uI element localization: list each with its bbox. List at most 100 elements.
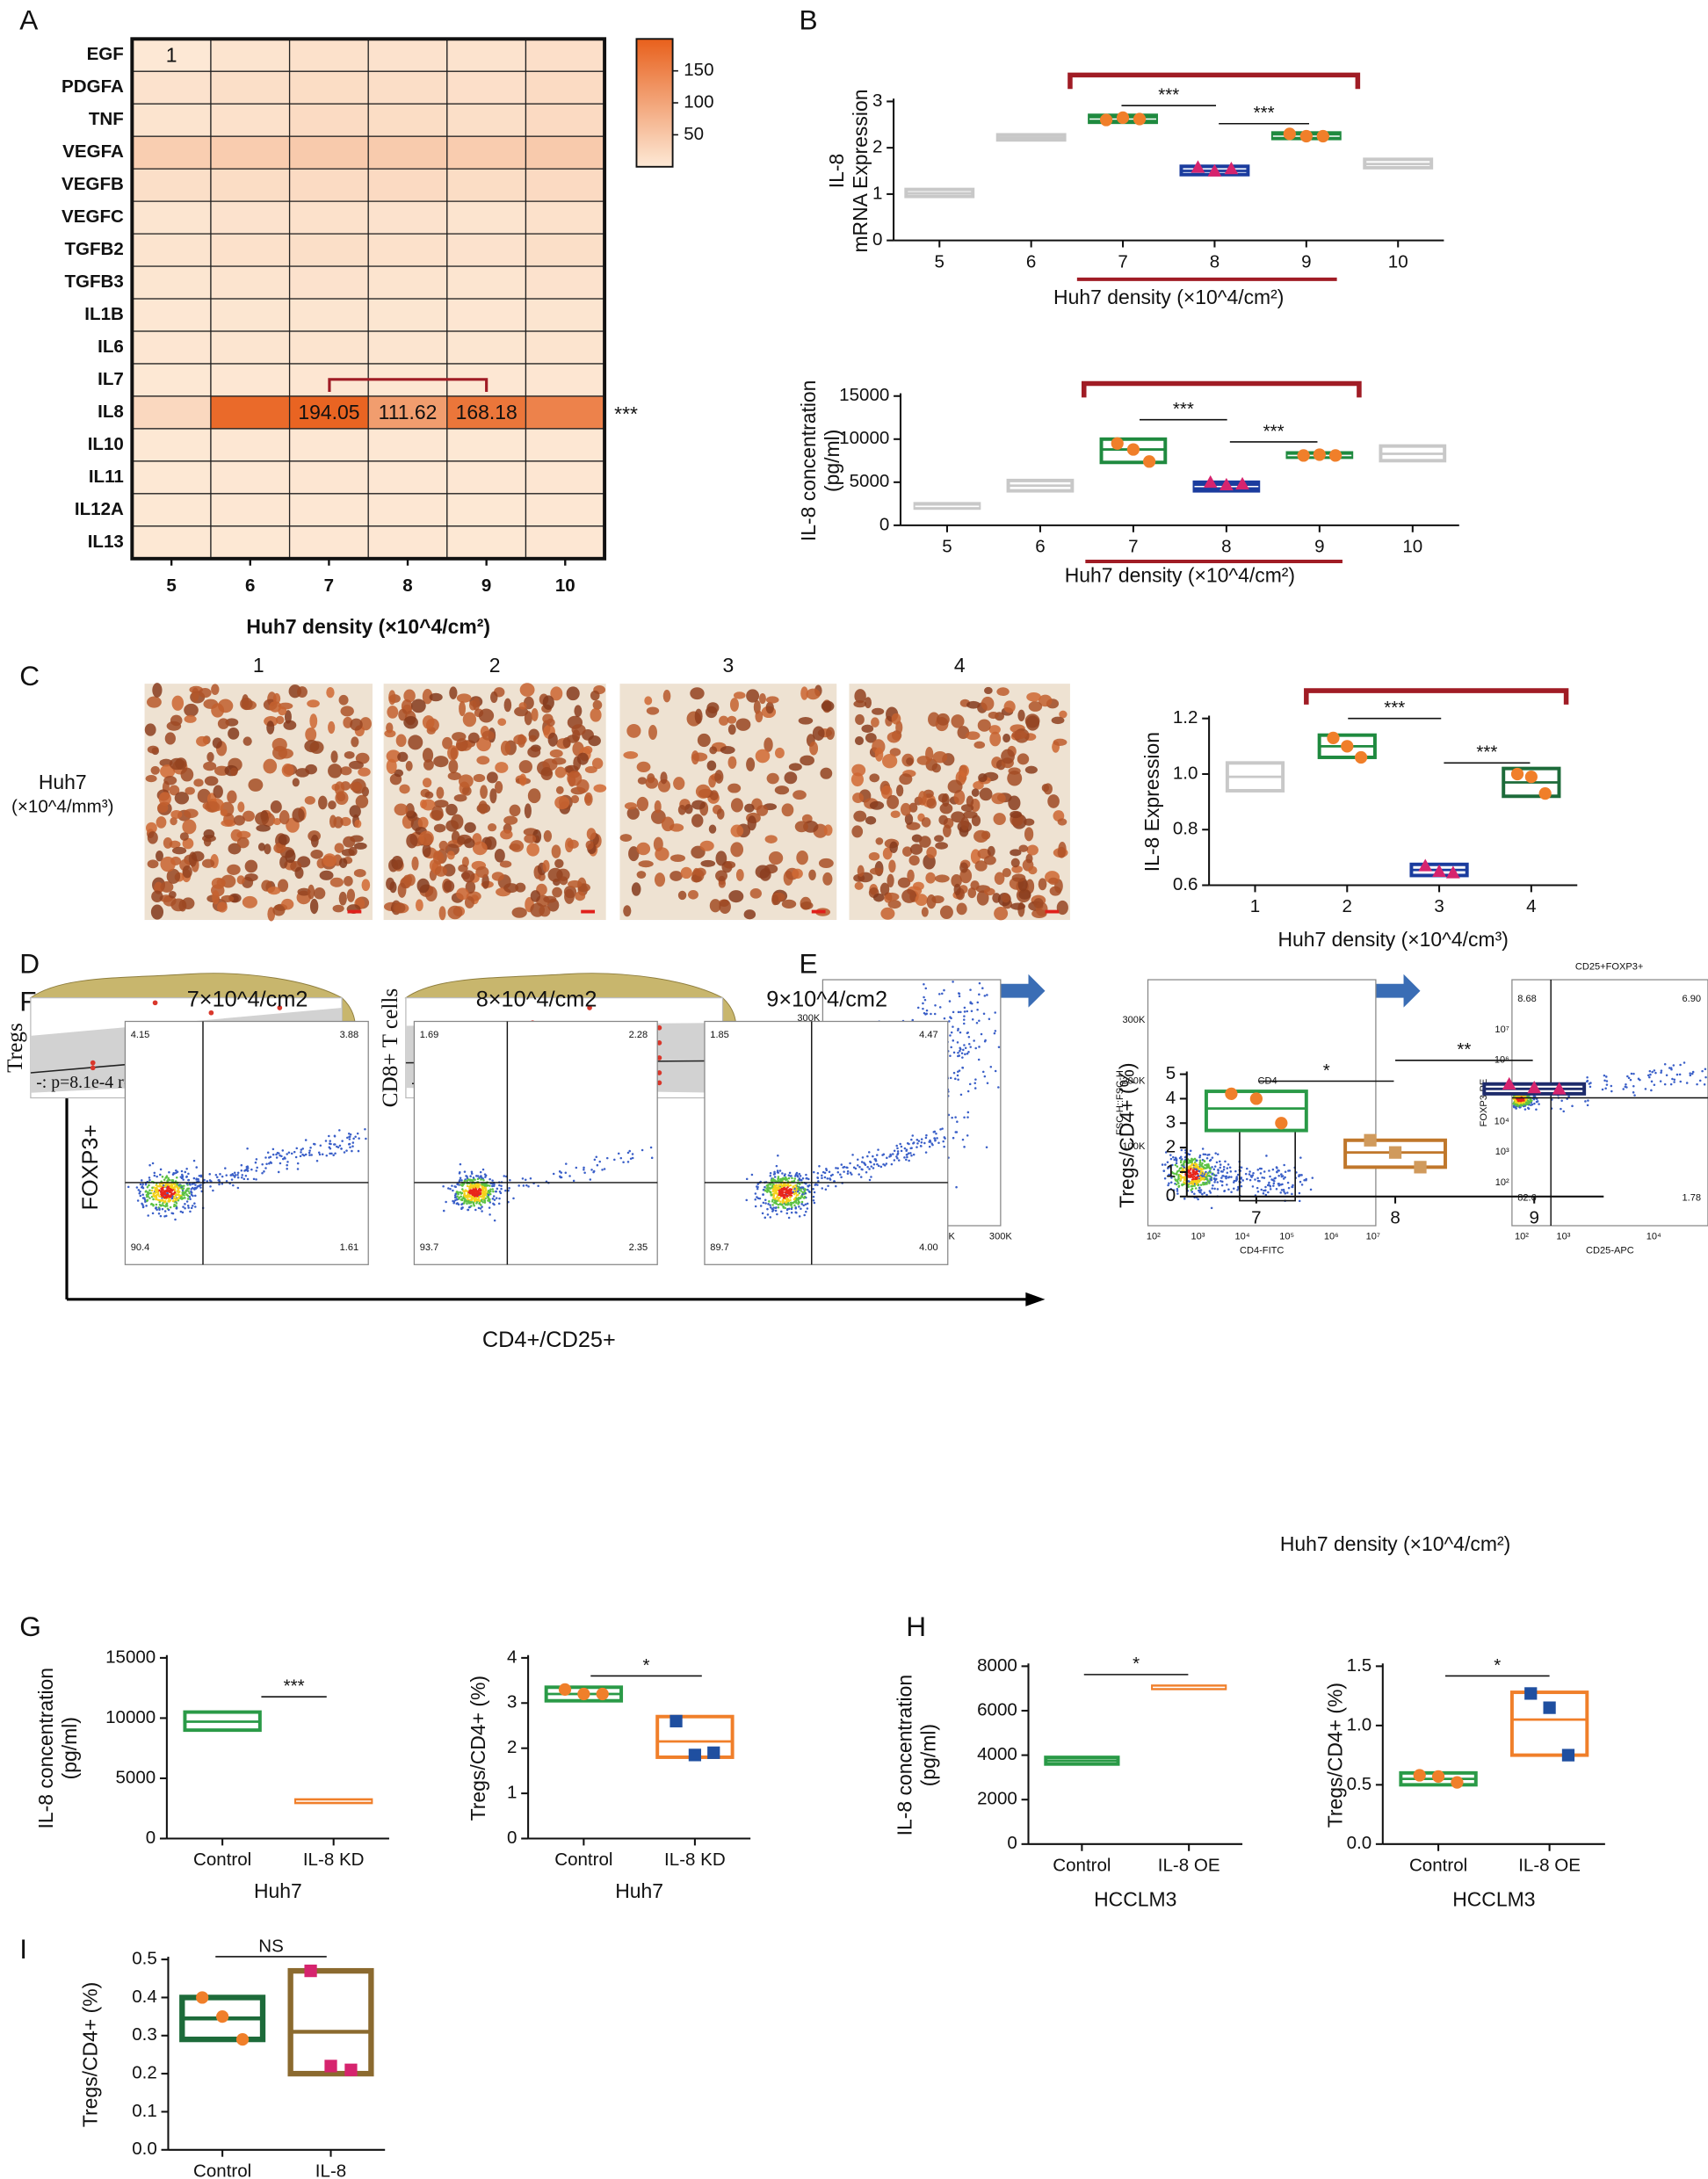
event-dot (1192, 1184, 1195, 1186)
event-dot (1162, 1163, 1164, 1166)
event-dot (445, 1201, 447, 1204)
event-dot (762, 1213, 764, 1215)
event-dot (1222, 1175, 1225, 1177)
event-dot (185, 1191, 187, 1194)
x-tick-label: 5 (935, 251, 944, 271)
cell-nucleus (285, 850, 295, 863)
cell-nucleus (556, 786, 564, 794)
cell-nucleus (206, 752, 214, 762)
heatmap-cell (290, 201, 369, 234)
event-dot (237, 1187, 240, 1190)
event-dot (148, 1164, 151, 1167)
event-dot (910, 1155, 913, 1157)
event-dot (358, 1137, 360, 1140)
cell-nucleus (638, 860, 653, 867)
event-dot (1673, 1081, 1675, 1083)
cell-nucleus (192, 851, 205, 862)
cell-nucleus (855, 714, 865, 725)
event-dot (481, 1199, 483, 1202)
cell-nucleus (1026, 716, 1039, 731)
event-dot (1527, 1107, 1530, 1110)
cell-nucleus (180, 832, 189, 841)
event-dot (922, 1003, 924, 1005)
cell-nucleus (935, 842, 948, 850)
event-dot (923, 996, 925, 999)
cell-nucleus (221, 809, 228, 816)
event-dot (862, 1156, 865, 1159)
cell-nucleus (730, 698, 739, 712)
event-dot (1676, 1074, 1679, 1076)
heatmap-cell (211, 266, 290, 299)
event-dot (241, 1176, 243, 1179)
cell-nucleus (1008, 796, 1020, 811)
event-dot (805, 1204, 807, 1206)
cell-nucleus (293, 778, 300, 786)
event-dot (147, 1199, 149, 1202)
cell-label: 1 (166, 43, 177, 66)
event-dot (460, 1176, 462, 1179)
event-dot (771, 1179, 773, 1182)
significance: *** (1384, 698, 1405, 718)
event-dot (1175, 1157, 1177, 1160)
cell-nucleus (244, 873, 257, 881)
event-dot (517, 1184, 520, 1187)
event-dot (986, 1147, 988, 1149)
event-dot (903, 1156, 906, 1159)
event-dot (489, 1193, 492, 1196)
heatmap-cell (368, 201, 447, 234)
heatmap-cell (368, 299, 447, 331)
event-dot (173, 1188, 176, 1191)
quadrant-value: 93.7 (420, 1242, 439, 1253)
event-dot (193, 1177, 196, 1180)
event-dot (923, 983, 925, 986)
event-dot (197, 1178, 199, 1181)
heatmap-cell (132, 234, 211, 266)
event-dot (349, 1147, 351, 1149)
cell-nucleus (424, 792, 433, 799)
event-dot (894, 1149, 896, 1152)
cell-nucleus (309, 713, 317, 728)
event-dot (1285, 1171, 1287, 1174)
cell-nucleus (202, 859, 214, 868)
point (1133, 112, 1146, 125)
row-label: IL10 (88, 434, 124, 454)
event-dot (1560, 1100, 1563, 1103)
event-dot (320, 1144, 322, 1147)
event-dot (792, 1202, 795, 1205)
cell-nucleus (165, 732, 176, 744)
cell-nucleus (552, 844, 561, 858)
event-dot (808, 1184, 811, 1187)
event-dot (164, 1193, 167, 1196)
y-tick-label: 300K (1123, 1015, 1146, 1025)
event-dot (1517, 1100, 1520, 1103)
cell-nucleus (869, 773, 879, 782)
point (1525, 771, 1538, 783)
event-dot (817, 1176, 820, 1179)
event-dot (925, 1134, 928, 1137)
cell-nucleus (552, 887, 562, 898)
event-dot (771, 1186, 773, 1189)
cell-nucleus (771, 894, 778, 905)
event-dot (788, 1177, 791, 1180)
event-dot (905, 1149, 908, 1152)
x-tick-label: 10 (1402, 537, 1422, 557)
cell-nucleus (227, 791, 236, 804)
event-dot (1610, 1085, 1613, 1088)
cell-nucleus (696, 785, 711, 799)
heatmap-cell (290, 104, 369, 136)
event-dot (1515, 1107, 1517, 1110)
event-dot (184, 1171, 186, 1174)
event-dot (916, 1139, 919, 1141)
event-dot (461, 1184, 464, 1187)
cell-nucleus (851, 825, 863, 837)
cell-nucleus (397, 752, 408, 762)
event-dot (1527, 1099, 1530, 1102)
x-tick-label: 2 (1343, 896, 1352, 916)
event-dot (1221, 1170, 1224, 1173)
event-dot (961, 1056, 964, 1059)
event-dot (966, 1134, 969, 1137)
event-dot (627, 1161, 630, 1163)
cell-nucleus (418, 817, 429, 829)
event-dot (751, 1174, 754, 1176)
cell-nucleus (655, 847, 669, 861)
